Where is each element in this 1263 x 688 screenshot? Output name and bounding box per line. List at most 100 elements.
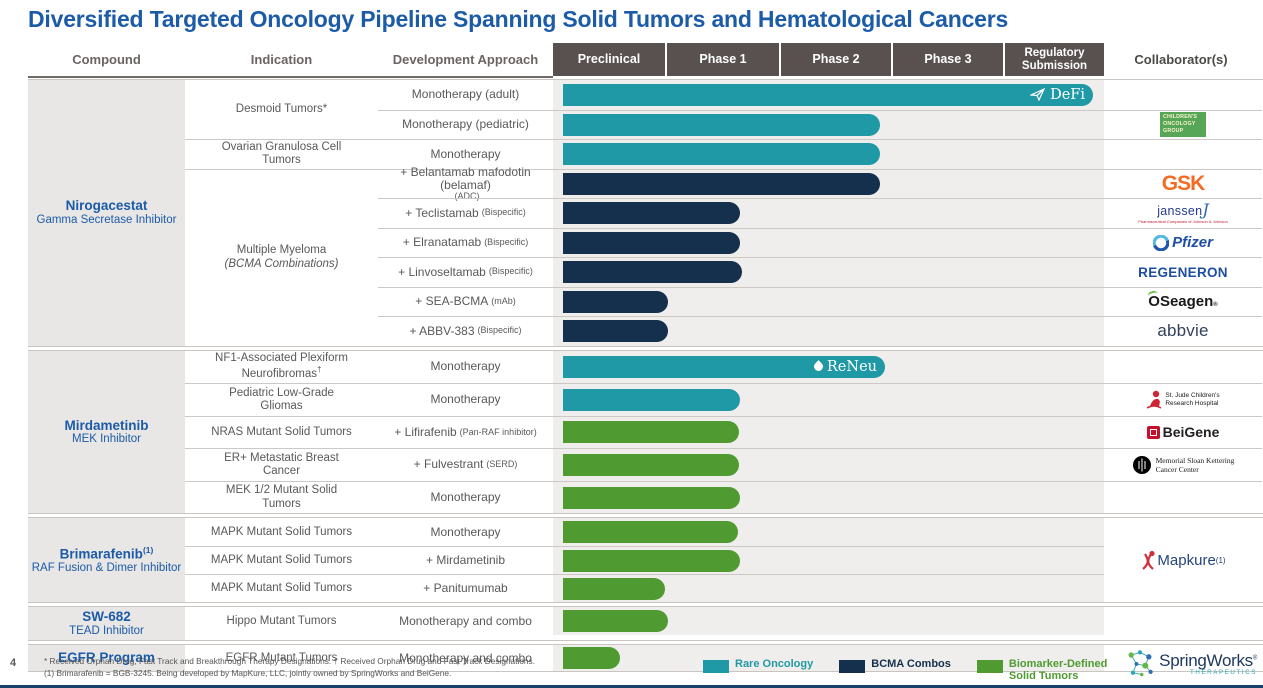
- legend-swatch-rare: [703, 660, 729, 673]
- childrens-oncology-group-logo: CHILDREN'S ONCOLOGY GROUP: [1160, 112, 1206, 138]
- indication-nf1-pn: NF1-Associated Plexiform Neurofibromas†: [215, 352, 348, 381]
- bar-track: [553, 518, 1104, 547]
- table-row: Monotherapy: [378, 480, 1104, 514]
- dev-approach: Monotherapy: [430, 359, 501, 374]
- collaborator-cell: [1104, 351, 1262, 384]
- dev-approach: + ABBV-383 (Bispecific): [378, 316, 553, 346]
- pipeline-bar: [563, 143, 880, 166]
- dev-approach: + SEA-BCMA (mAb): [378, 286, 553, 317]
- rows-column: Monotherapy (adult) DeFi Monotherapy (pe…: [378, 80, 1104, 346]
- table-row: + Panitumumab: [378, 574, 1104, 603]
- compound-subtitle: TEAD Inhibitor: [69, 624, 144, 637]
- pipeline-bar: [563, 610, 668, 633]
- reneu-trial-logo: ReNeu: [812, 359, 877, 375]
- collaborator-column: St. Jude Children's Research Hospital Bei…: [1104, 351, 1262, 514]
- bar-track: [553, 168, 1104, 198]
- pipeline-bar: [563, 421, 739, 444]
- legend: Rare Oncology BCMA Combos Biomarker-Defi…: [703, 658, 1121, 682]
- compound-name: EGFR Program: [58, 650, 155, 666]
- bar-track: [553, 316, 1104, 346]
- dev-approach: Monotherapy: [378, 480, 553, 514]
- beigene-logo: BeiGene: [1146, 424, 1219, 440]
- indication-column: Desmoid Tumors* Ovarian Granulosa Cell T…: [185, 80, 378, 346]
- compound-cell-mirdametinib: Mirdametinib MEK Inhibitor: [28, 350, 185, 514]
- dev-approach: + Elranatamab (Bispecific): [378, 227, 553, 258]
- mapkure-logo: Mapkure (1): [1140, 550, 1226, 571]
- dev-approach: + Linvoseltamab (Bispecific): [378, 257, 553, 287]
- phase-header-phase3: Phase 3: [891, 43, 1003, 76]
- dev-approach: + Mirdametinib: [378, 546, 553, 574]
- column-header-development-approach: Development Approach: [392, 52, 539, 67]
- pipeline-bar: [563, 647, 620, 670]
- bottom-accent-bar: [0, 685, 1263, 688]
- springworks-logo: SpringWorks® THERAPEUTICS: [1125, 647, 1257, 679]
- bar-track: ReNeu: [553, 350, 1104, 384]
- dev-approach: + Fulvestrant (SERD): [378, 448, 553, 481]
- springworks-molecule-icon: [1128, 650, 1153, 677]
- pipeline-bar: [563, 388, 740, 411]
- collaborator-cell: [1104, 607, 1262, 635]
- section-mirdametinib: Mirdametinib MEK Inhibitor NF1-Associate…: [28, 349, 1263, 515]
- table-row: Monotherapy (adult) DeFi: [378, 80, 1104, 110]
- collaborator-cell: St. Jude Children's Research Hospital: [1104, 383, 1262, 416]
- table-row: Monotherapy (pediatric): [378, 109, 1104, 139]
- pipeline-bar: [563, 202, 740, 225]
- pipeline-bar: [563, 454, 739, 477]
- table-row: + Lifirafenib (Pan-RAF inhibitor): [378, 415, 1104, 449]
- dev-approach: + Lifirafenib (Pan-RAF inhibitor): [378, 415, 553, 449]
- compound-cell-egfr: EGFR Program: [28, 645, 185, 672]
- collaborator-column: Mapkure (1): [1104, 518, 1262, 602]
- bar-track: [553, 109, 1104, 139]
- msk-logo: Memorial Sloan Kettering Cancer Center: [1132, 455, 1234, 475]
- pipeline-bar: DeFi: [563, 83, 1093, 106]
- table-row: Monotherapy ReNeu: [378, 350, 1104, 384]
- footnotes: * Received Orphan Drug, Fast Track and B…: [44, 656, 535, 679]
- indication-column: EGFR Mutant Tumors: [185, 645, 378, 671]
- table-row: + Belantamab mafodotin (belamaf) (ADC): [378, 165, 1104, 201]
- bar-track: [553, 574, 1104, 603]
- paper-plane-icon: [1030, 88, 1046, 102]
- column-header-compound: Compound: [72, 52, 141, 67]
- rows-column: Monotherapy and combo: [378, 645, 1104, 672]
- bar-track: [553, 227, 1104, 257]
- compound-subtitle: Gamma Secretase Inhibitor: [36, 213, 177, 226]
- section-egfr-program: EGFR Program EGFR Mutant Tumors Monother…: [28, 644, 1263, 673]
- dev-approach: Monotherapy: [430, 524, 501, 539]
- seagen-logo: O Seagen ®: [1148, 293, 1218, 311]
- compound-name: SW-682: [82, 609, 131, 625]
- collaborator-cell: abbvie: [1104, 316, 1262, 346]
- pipeline-table: Nirogacestat Gamma Secretase Inhibitor D…: [0, 79, 1263, 675]
- pipeline-bar: [563, 231, 740, 254]
- indication-hippo: Hippo Mutant Tumors: [226, 614, 337, 627]
- column-header-collaborators: Collaborator(s): [1134, 52, 1228, 67]
- legend-item-biomarker-defined: Biomarker-Defined Solid Tumors: [976, 658, 1121, 682]
- compound-subtitle: RAF Fusion & Dimer Inhibitor: [31, 561, 182, 574]
- dev-approach: Monotherapy and combo: [399, 613, 532, 628]
- indication-mapk-2: MAPK Mutant Solid Tumors: [185, 546, 378, 574]
- indication-mapk-3: MAPK Mutant Solid Tumors: [185, 574, 378, 602]
- bar-track: [553, 448, 1104, 481]
- water-drop-icon: [812, 360, 825, 374]
- indication-column: NF1-Associated Plexiform Neurofibromas† …: [185, 351, 378, 514]
- legend-swatch-biomarker: [976, 660, 1003, 673]
- collaborator-cell: [1104, 480, 1262, 514]
- bar-track: [553, 480, 1104, 514]
- dev-approach: + Teclistamab (Bispecific): [378, 198, 553, 228]
- rows-column: Monotherapy + Mirdametinib + Panitumumab: [378, 518, 1104, 603]
- compound-cell-brimarafenib: Brimarafenib(1) RAF Fusion & Dimer Inhib…: [28, 518, 185, 603]
- header-underline: [28, 76, 553, 78]
- table-row: Monotherapy: [378, 139, 1104, 169]
- page-number: 4: [10, 657, 17, 669]
- table-row: Monotherapy: [378, 383, 1104, 416]
- dev-approach: Monotherapy and combo: [399, 650, 532, 665]
- pipeline-bar: [563, 521, 738, 544]
- collaborator-cell: GSK: [1104, 168, 1262, 199]
- regeneron-logo: REGENERON: [1138, 264, 1228, 280]
- st-jude-child-icon: [1146, 390, 1162, 409]
- section-sw-682: SW-682 TEAD Inhibitor Hippo Mutant Tumor…: [28, 606, 1263, 642]
- pfizer-swirl-icon: [1153, 234, 1170, 251]
- table-header: Compound Indication Development Approach…: [0, 43, 1263, 78]
- dev-approach: + Belantamab mafodotin (belamaf) (ADC): [378, 165, 553, 201]
- pipeline-bar: [563, 290, 668, 313]
- indication-desmoid: Desmoid Tumors*: [235, 102, 328, 115]
